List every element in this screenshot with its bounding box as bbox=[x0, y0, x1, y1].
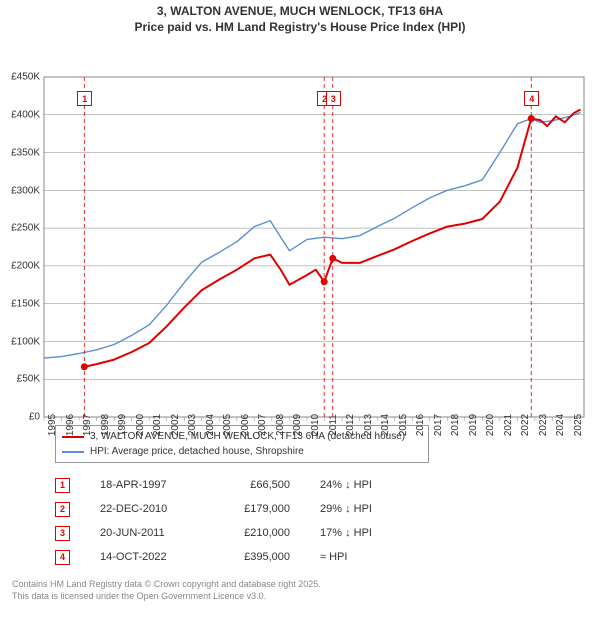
sale-row-marker: 4 bbox=[55, 550, 70, 565]
sale-hpi: 29% ↓ HPI bbox=[320, 503, 400, 515]
x-tick-label: 2009 bbox=[292, 414, 303, 436]
x-tick-label: 2005 bbox=[222, 414, 233, 436]
x-tick-label: 2020 bbox=[485, 414, 496, 436]
x-tick-label: 2002 bbox=[170, 414, 181, 436]
x-tick-label: 2014 bbox=[380, 414, 391, 436]
title-line-2: Price paid vs. HM Land Registry's House … bbox=[0, 20, 600, 36]
sale-price: £210,000 bbox=[220, 527, 290, 539]
footnote-line-1: Contains HM Land Registry data © Crown c… bbox=[12, 579, 321, 589]
legend-item: HPI: Average price, detached house, Shro… bbox=[62, 444, 422, 459]
y-tick-label: £50K bbox=[6, 374, 40, 385]
sale-row-marker: 2 bbox=[55, 502, 70, 517]
title-line-1: 3, WALTON AVENUE, MUCH WENLOCK, TF13 6HA bbox=[0, 4, 600, 20]
y-tick-label: £400K bbox=[6, 109, 40, 120]
sale-price: £66,500 bbox=[220, 479, 290, 491]
x-tick-label: 1998 bbox=[100, 414, 111, 436]
y-tick-label: £350K bbox=[6, 147, 40, 158]
sale-price: £179,000 bbox=[220, 503, 290, 515]
x-tick-label: 2019 bbox=[468, 414, 479, 436]
x-tick-label: 2013 bbox=[363, 414, 374, 436]
footnote-line-2: This data is licensed under the Open Gov… bbox=[12, 591, 266, 601]
legend-swatch bbox=[62, 451, 84, 453]
y-tick-label: £200K bbox=[6, 261, 40, 272]
x-tick-label: 1997 bbox=[82, 414, 93, 436]
sale-hpi: 24% ↓ HPI bbox=[320, 479, 400, 491]
sale-price: £395,000 bbox=[220, 551, 290, 563]
x-tick-label: 1999 bbox=[117, 414, 128, 436]
x-tick-label: 2004 bbox=[205, 414, 216, 436]
x-tick-label: 2011 bbox=[328, 414, 339, 436]
y-tick-label: £0 bbox=[6, 412, 40, 423]
sale-row-marker: 1 bbox=[55, 478, 70, 493]
x-tick-label: 2021 bbox=[503, 414, 514, 436]
sale-marker-label: 4 bbox=[524, 91, 539, 106]
x-tick-label: 2003 bbox=[187, 414, 198, 436]
y-tick-label: £150K bbox=[6, 298, 40, 309]
y-tick-label: £250K bbox=[6, 223, 40, 234]
sale-hpi: 17% ↓ HPI bbox=[320, 527, 400, 539]
chart-container: £0 £50K £100K £150K £200K £250K £300K £350K £400… bbox=[0, 35, 600, 423]
y-tick-label: £100K bbox=[6, 336, 40, 347]
y-tick-label: £450K bbox=[6, 72, 40, 83]
x-tick-label: 2000 bbox=[135, 414, 146, 436]
x-tick-label: 1996 bbox=[65, 414, 76, 436]
sale-date: 14-OCT-2022 bbox=[100, 551, 190, 563]
y-tick-label: £300K bbox=[6, 185, 40, 196]
x-tick-label: 2024 bbox=[555, 414, 566, 436]
x-tick-label: 2015 bbox=[398, 414, 409, 436]
x-tick-label: 2016 bbox=[415, 414, 426, 436]
x-tick-label: 2012 bbox=[345, 414, 356, 436]
x-tick-label: 2022 bbox=[520, 414, 531, 436]
sale-date: 22-DEC-2010 bbox=[100, 503, 190, 515]
sale-hpi: ≈ HPI bbox=[320, 551, 400, 563]
sale-marker-label: 1 bbox=[77, 91, 92, 106]
sales-table: 1 18-APR-1997 £66,500 24% ↓ HPI 2 22-DEC-2010… bbox=[55, 473, 600, 569]
sale-row: 3 20-JUN-2011 £210,000 17% ↓ HPI bbox=[55, 521, 600, 545]
chart-title: 3, WALTON AVENUE, MUCH WENLOCK, TF13 6HA… bbox=[0, 0, 600, 35]
x-tick-label: 2008 bbox=[275, 414, 286, 436]
legend-label: HPI: Average price, detached house, Shro… bbox=[90, 444, 304, 459]
sale-row: 2 22-DEC-2010 £179,000 29% ↓ HPI bbox=[55, 497, 600, 521]
x-tick-label: 2006 bbox=[240, 414, 251, 436]
sale-row: 1 18-APR-1997 £66,500 24% ↓ HPI bbox=[55, 473, 600, 497]
sale-date: 18-APR-1997 bbox=[100, 479, 190, 491]
x-tick-label: 1995 bbox=[47, 414, 58, 436]
x-tick-label: 2007 bbox=[257, 414, 268, 436]
x-tick-label: 2025 bbox=[573, 414, 584, 436]
x-tick-label: 2017 bbox=[433, 414, 444, 436]
x-tick-label: 2001 bbox=[152, 414, 163, 436]
sale-row: 4 14-OCT-2022 £395,000 ≈ HPI bbox=[55, 545, 600, 569]
sale-row-marker: 3 bbox=[55, 526, 70, 541]
x-tick-label: 2018 bbox=[450, 414, 461, 436]
sale-date: 20-JUN-2011 bbox=[100, 527, 190, 539]
x-tick-label: 2010 bbox=[310, 414, 321, 436]
footnote: Contains HM Land Registry data © Crown c… bbox=[12, 579, 588, 602]
x-tick-label: 2023 bbox=[538, 414, 549, 436]
sale-marker-label: 3 bbox=[326, 91, 341, 106]
